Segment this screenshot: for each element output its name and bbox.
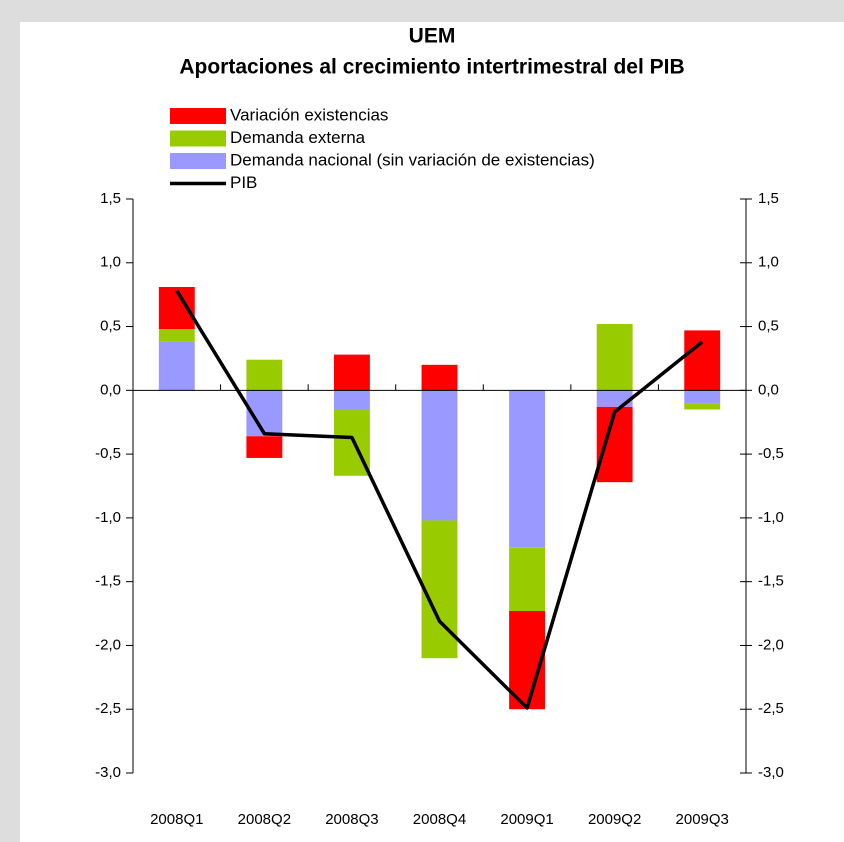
y-tick-label: 1,5 (100, 190, 121, 207)
x-tick-label: 2009Q2 (588, 811, 641, 828)
bar (158, 329, 195, 342)
y2-tick-label: -2,5 (758, 700, 784, 717)
x-tick-label: 2008Q3 (325, 811, 378, 828)
bar (421, 390, 458, 521)
bar (509, 611, 546, 710)
line (175, 289, 704, 710)
x-tick-label: 2008Q1 (150, 811, 203, 828)
legend-label: Demanda nacional (sin variación de exist… (230, 150, 595, 169)
bar (246, 359, 283, 391)
bar (596, 406, 633, 483)
bar (421, 520, 458, 659)
bar (509, 390, 546, 548)
y-tick-label: 1,0 (100, 254, 121, 271)
y2-tick-label: 1,0 (758, 254, 779, 271)
legend-label: PIB (230, 173, 257, 192)
bar (684, 403, 721, 410)
x-tick-label: 2008Q4 (413, 811, 466, 828)
bar (684, 330, 721, 391)
y2-tick-label: 0,0 (758, 381, 779, 398)
bar (421, 364, 458, 391)
bar (596, 324, 633, 391)
y2-tick-label: -2,0 (758, 636, 784, 653)
chart-subtitle: Aportaciones al crecimiento intertrimest… (179, 56, 684, 79)
legend-swatch (170, 130, 226, 147)
y-tick-label: -1,0 (95, 509, 121, 526)
y-tick-label: -2,5 (95, 700, 121, 717)
bar (509, 547, 546, 612)
x-tick-label: 2009Q1 (500, 811, 553, 828)
bar (158, 341, 195, 391)
y2-tick-label: 1,5 (758, 190, 779, 207)
y-tick-label: 0,5 (100, 318, 121, 335)
bar (684, 390, 721, 404)
y-tick-label: 0,0 (100, 381, 121, 398)
chart-title: UEM (409, 25, 456, 48)
legend-label: Variación existencias (230, 105, 388, 124)
legend-swatch (170, 153, 226, 169)
y2-tick-label: -0,5 (758, 445, 784, 462)
legend-label: Demanda externa (230, 128, 366, 147)
bar (333, 354, 370, 391)
y-tick-label: -3,0 (95, 764, 121, 781)
legend-swatch (170, 108, 226, 124)
bar (333, 390, 370, 410)
bar (596, 390, 633, 407)
x-tick-label: 2009Q3 (676, 811, 729, 828)
y2-tick-label: 0,5 (758, 318, 779, 335)
bar (246, 436, 283, 458)
y-tick-label: -0,5 (95, 445, 121, 462)
y2-tick-label: -1,0 (758, 509, 784, 526)
y-tick-label: -1,5 (95, 573, 121, 590)
y-tick-label: -2,0 (95, 636, 121, 653)
y2-tick-label: -3,0 (758, 764, 784, 781)
x-tick-label: 2008Q2 (238, 811, 291, 828)
y2-tick-label: -1,5 (758, 573, 784, 590)
